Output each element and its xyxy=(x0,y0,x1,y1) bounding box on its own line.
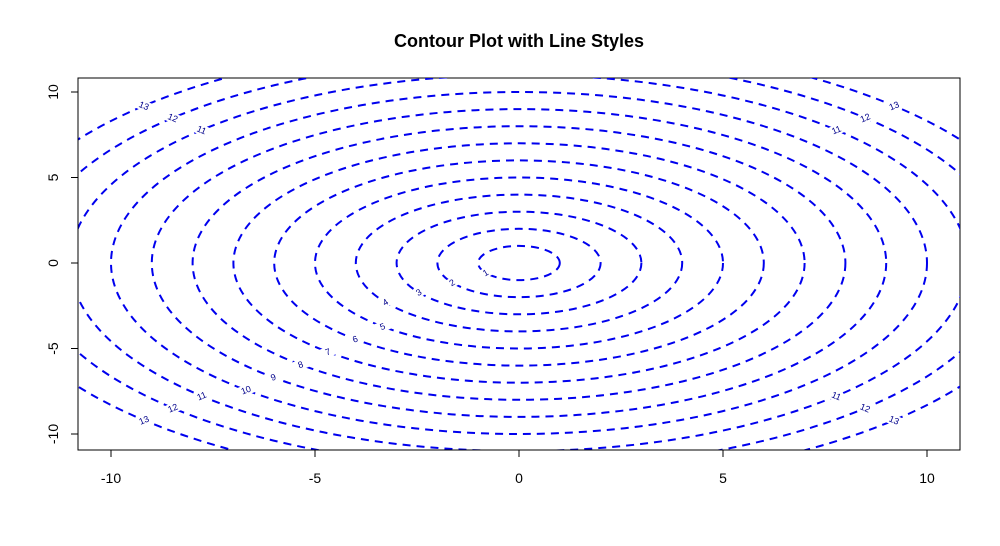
x-tick-label: 0 xyxy=(515,470,523,486)
contour-label-6: 6 xyxy=(351,334,359,345)
contour-label-bg xyxy=(237,382,255,398)
contour-label-bg xyxy=(135,412,153,428)
contour-label-bg xyxy=(164,110,182,126)
contour-label-bg xyxy=(443,274,461,291)
contour-line-level-5 xyxy=(314,176,724,350)
contour-label-bg xyxy=(856,110,874,126)
contour-label-13: 13 xyxy=(137,414,150,427)
x-axis: -10 -5 0 5 10 xyxy=(101,449,935,486)
contour-line-level-9 xyxy=(150,108,888,418)
contour-label-bg xyxy=(827,122,845,138)
chart-title: Contour Plot with Line Styles xyxy=(394,31,644,51)
contour-label-bg xyxy=(264,370,282,385)
contour-line-level-2 xyxy=(436,227,602,299)
contour-label-bg xyxy=(827,388,845,404)
contour-label-12: 12 xyxy=(166,402,179,415)
contour-label-9: 9 xyxy=(269,372,277,383)
contour-line-level-4 xyxy=(354,193,684,333)
x-tick-label: -5 xyxy=(309,470,322,486)
contour-label-3: 3 xyxy=(414,287,423,298)
contour-label-4: 4 xyxy=(381,297,390,308)
contour-label-12: 12 xyxy=(166,111,179,124)
y-tick-label: -10 xyxy=(45,424,61,444)
contour-label-bg xyxy=(346,332,364,347)
contour-label-bg xyxy=(376,294,394,311)
contour-line-level-7 xyxy=(232,142,806,384)
contour-line-level-8 xyxy=(191,125,847,401)
contour-label-11: 11 xyxy=(195,124,207,137)
contour-label-bg xyxy=(410,284,428,301)
contour-label-10: 10 xyxy=(240,384,253,397)
y-axis: -10 -5 0 5 10 xyxy=(45,84,79,444)
contour-label-12: 12 xyxy=(859,402,872,415)
contour-line-level-3 xyxy=(395,210,643,316)
y-tick-label: -5 xyxy=(45,342,61,355)
contour-label-7: 7 xyxy=(324,346,332,357)
y-tick-label: 5 xyxy=(45,173,61,181)
contour-label-bg xyxy=(292,357,309,372)
contour-label-13: 13 xyxy=(887,414,900,427)
contour-label-bg xyxy=(319,344,337,360)
contour-label-11: 11 xyxy=(830,124,842,137)
contour-label-5: 5 xyxy=(378,321,386,332)
contour-label-bg xyxy=(193,388,211,404)
y-tick-label: 0 xyxy=(45,259,61,267)
contour-line-level-10 xyxy=(110,91,928,435)
x-tick-label: 5 xyxy=(719,470,727,486)
contour-label-bg xyxy=(374,319,391,334)
contour-label-bg xyxy=(885,412,903,428)
contour-label-bg xyxy=(135,98,153,114)
plot-frame xyxy=(77,77,961,451)
contour-label-8: 8 xyxy=(296,359,304,370)
contour-lines xyxy=(78,78,960,450)
contour-line-level-1 xyxy=(477,244,561,282)
contour-label-12: 12 xyxy=(859,111,872,124)
contour-label-11: 11 xyxy=(195,390,207,403)
contour-label-bg xyxy=(856,400,874,416)
contour-label-1: 1 xyxy=(481,267,490,278)
contour-label-13: 13 xyxy=(887,99,900,112)
contour-line-level-6 xyxy=(273,159,765,367)
contour-label-11: 11 xyxy=(830,390,842,403)
contour-label-13: 13 xyxy=(137,99,150,112)
contour-label-bg xyxy=(885,98,903,114)
contour-label-bg xyxy=(477,264,495,281)
contour-label-bg xyxy=(164,400,182,416)
x-tick-label: 10 xyxy=(919,470,935,486)
x-tick-label: -10 xyxy=(101,470,121,486)
contour-label-2: 2 xyxy=(447,277,456,288)
y-tick-label: 10 xyxy=(45,84,61,100)
contour-label-bg xyxy=(193,122,211,138)
